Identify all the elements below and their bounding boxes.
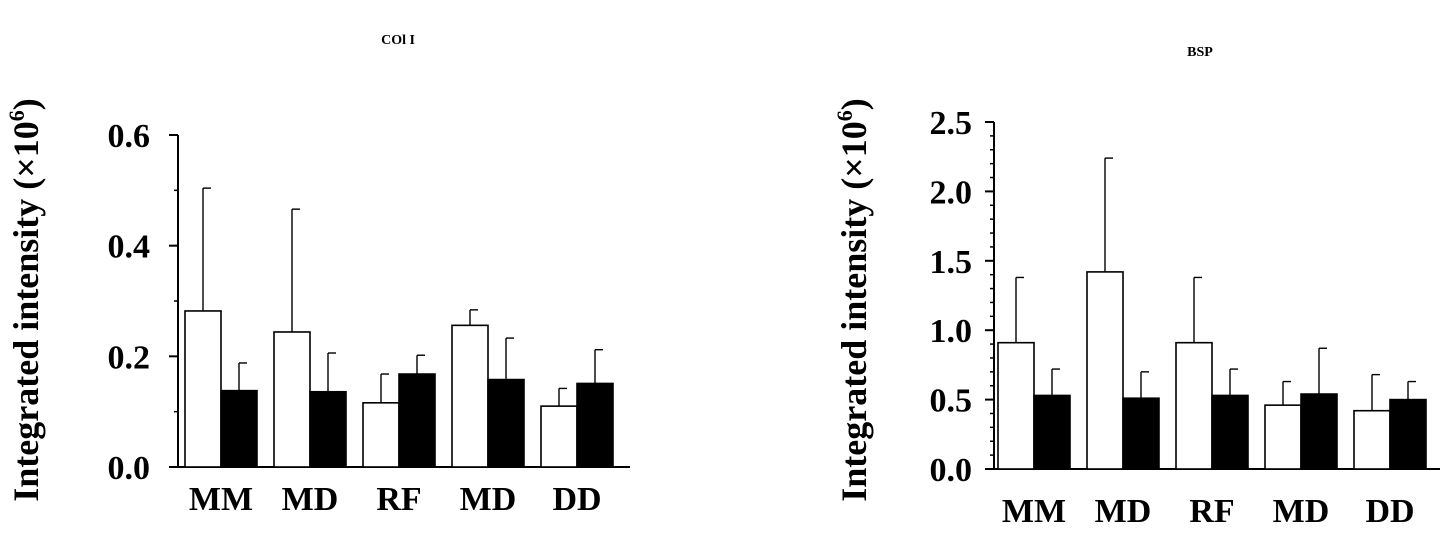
y-axis-label-text: Integrated intensity (×10 <box>834 121 874 501</box>
bar-filled <box>576 382 614 468</box>
bar-filled <box>1033 394 1071 470</box>
y-axis-label-exponent: 6 <box>4 110 29 121</box>
y-axis-label: Integrated intensity (×106) <box>832 98 874 501</box>
y-tick-label: 0.0 <box>108 450 151 487</box>
y-tick-label: 0.4 <box>108 229 151 266</box>
chart-title: BSP <box>1187 45 1213 60</box>
bar-open <box>184 310 222 468</box>
bar-filled <box>1300 393 1338 470</box>
bar-open <box>451 324 489 468</box>
y-axis-label-text: Integrated intensity (×10 <box>6 121 46 501</box>
x-category-label: MD <box>282 481 339 518</box>
bar-open <box>1353 409 1391 470</box>
x-category-label: RF <box>1189 493 1234 530</box>
x-category-label: MM <box>1002 493 1066 530</box>
bar-filled <box>487 378 525 468</box>
bar-open <box>540 405 578 468</box>
bar-filled <box>220 389 258 468</box>
bar-open <box>1264 404 1302 470</box>
y-tick-label: 1.0 <box>930 313 973 350</box>
y-axis-label: Integrated intensity (×106) <box>4 98 46 501</box>
y-tick-label: 1.5 <box>930 244 973 281</box>
x-category-label: MD <box>1273 493 1330 530</box>
y-tick-label: 0.5 <box>930 383 973 420</box>
bar-open <box>273 331 311 468</box>
y-tick-label: 0.0 <box>930 452 973 489</box>
y-axis-label-close: ) <box>6 98 46 110</box>
y-tick-label: 2.5 <box>930 105 973 142</box>
bar-open <box>1086 271 1124 470</box>
y-axis-label-close: ) <box>834 98 874 110</box>
x-category-label: RF <box>376 481 421 518</box>
x-category-label: MM <box>189 481 253 518</box>
y-tick-label: 2.0 <box>930 174 973 211</box>
bar-open <box>997 341 1035 470</box>
chart-title: COl I <box>381 33 415 48</box>
bar-open <box>362 402 400 468</box>
bar-filled <box>309 390 347 468</box>
y-tick-label: 0.6 <box>108 118 151 155</box>
bar-filled <box>1389 398 1427 470</box>
chart-bsp: BSP Integrated intensity (×106) 0.0 0.5 1.0 1… <box>832 45 1440 530</box>
bar-open <box>1175 341 1213 470</box>
y-tick-label: 0.2 <box>108 339 151 376</box>
chart-col-i: COl I Integrated intensity (×106) 0.0 0.2 0.… <box>4 33 630 518</box>
x-category-label: DD <box>552 481 601 518</box>
x-category-label: DD <box>1365 493 1414 530</box>
x-category-label: MD <box>1095 493 1152 530</box>
bar-filled <box>398 373 436 468</box>
y-axis-label-exponent: 6 <box>832 110 857 121</box>
bar-filled <box>1122 397 1160 470</box>
bar-filled <box>1211 394 1249 470</box>
x-category-label: MD <box>460 481 517 518</box>
